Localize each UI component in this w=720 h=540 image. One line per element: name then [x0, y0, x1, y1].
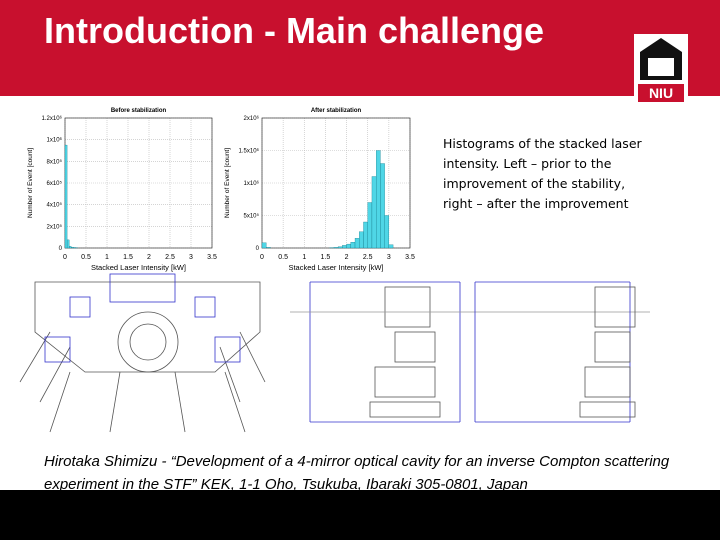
logo-text: NIU [649, 85, 673, 101]
x-tick-label: 1 [302, 254, 306, 261]
y-tick-label: 2x10⁵ [47, 223, 63, 230]
bar [261, 242, 267, 249]
y-tick-label: 6x10⁵ [47, 180, 63, 187]
drawing-right [474, 281, 636, 423]
x-tick-label: 3 [189, 254, 193, 261]
y-tick-label: 1.2x10⁶ [42, 115, 63, 122]
y-tick-label: 8x10⁵ [47, 158, 63, 165]
y-tick-label: 0 [59, 246, 63, 252]
x-tick-label: 2 [147, 254, 151, 261]
histograms: Before stabilization 0 2x10⁵ 4x10⁵ 6x10⁵ 8x10… [27, 108, 415, 272]
bar [363, 221, 368, 249]
bar [384, 215, 390, 249]
y-tick-label: 1x10⁶ [244, 180, 260, 187]
header-band [0, 0, 720, 96]
bar [380, 163, 385, 249]
slide-title: Introduction - Main challenge [44, 10, 545, 51]
x-axis-label: Stacked Laser Intensity [kW] [288, 263, 383, 272]
y-tick-label: 0 [256, 246, 260, 252]
y-axis-label: Number of Event [count] [27, 148, 34, 218]
bar [350, 241, 356, 249]
x-axis-label: Stacked Laser Intensity [kW] [91, 263, 186, 272]
bar [66, 239, 70, 249]
citation: Hirotaka Shimizu - “Development of a 4-m… [44, 453, 670, 493]
bar [354, 238, 360, 249]
bar [367, 202, 373, 249]
bar [388, 244, 394, 249]
x-tick-label: 1 [105, 254, 109, 261]
y-tick-label: 1x10⁶ [47, 137, 63, 144]
y-tick-label: 4x10⁵ [47, 202, 63, 209]
logo-band [638, 84, 684, 102]
bar [376, 150, 381, 249]
bar [71, 246, 74, 249]
bar [346, 243, 351, 249]
x-tick-label: 2.5 [165, 254, 175, 261]
drawing-middle [290, 281, 650, 423]
y-tick-label: 5x10⁵ [244, 213, 260, 220]
x-tick-label: 2 [345, 254, 349, 261]
x-tick-label: 0.5 [278, 254, 288, 261]
bar [337, 246, 343, 249]
bar [333, 247, 339, 249]
bar [266, 247, 271, 249]
caption: Histograms of the stacked laser intensit… [443, 136, 642, 211]
x-tick-label: 2.5 [363, 254, 373, 261]
chart-title: Before stabilization [111, 108, 167, 114]
x-tick-label: 3.5 [207, 254, 217, 261]
cavity-drawings [19, 273, 650, 433]
bar [73, 247, 76, 249]
footer-band [0, 490, 720, 540]
bar [64, 144, 68, 249]
y-tick-label: 2x10⁶ [244, 115, 260, 122]
x-tick-label: 0 [63, 254, 67, 261]
chart-title: After stabilization [311, 108, 362, 114]
drawing-left [19, 273, 266, 433]
x-tick-label: 1.5 [321, 254, 331, 261]
x-tick-label: 3 [387, 254, 391, 261]
bar [371, 176, 377, 249]
x-tick-label: 0 [260, 254, 264, 261]
logo-window [648, 58, 674, 76]
logo: NIU [634, 34, 688, 106]
x-tick-label: 1.5 [123, 254, 133, 261]
x-tick-label: 3.5 [405, 254, 415, 261]
y-tick-label: 1.5x10⁶ [239, 148, 260, 155]
bar [359, 231, 364, 249]
bar [342, 245, 347, 249]
y-axis-label: Number of Event [count] [224, 148, 231, 218]
bar [69, 246, 72, 249]
x-tick-label: 0.5 [81, 254, 91, 261]
